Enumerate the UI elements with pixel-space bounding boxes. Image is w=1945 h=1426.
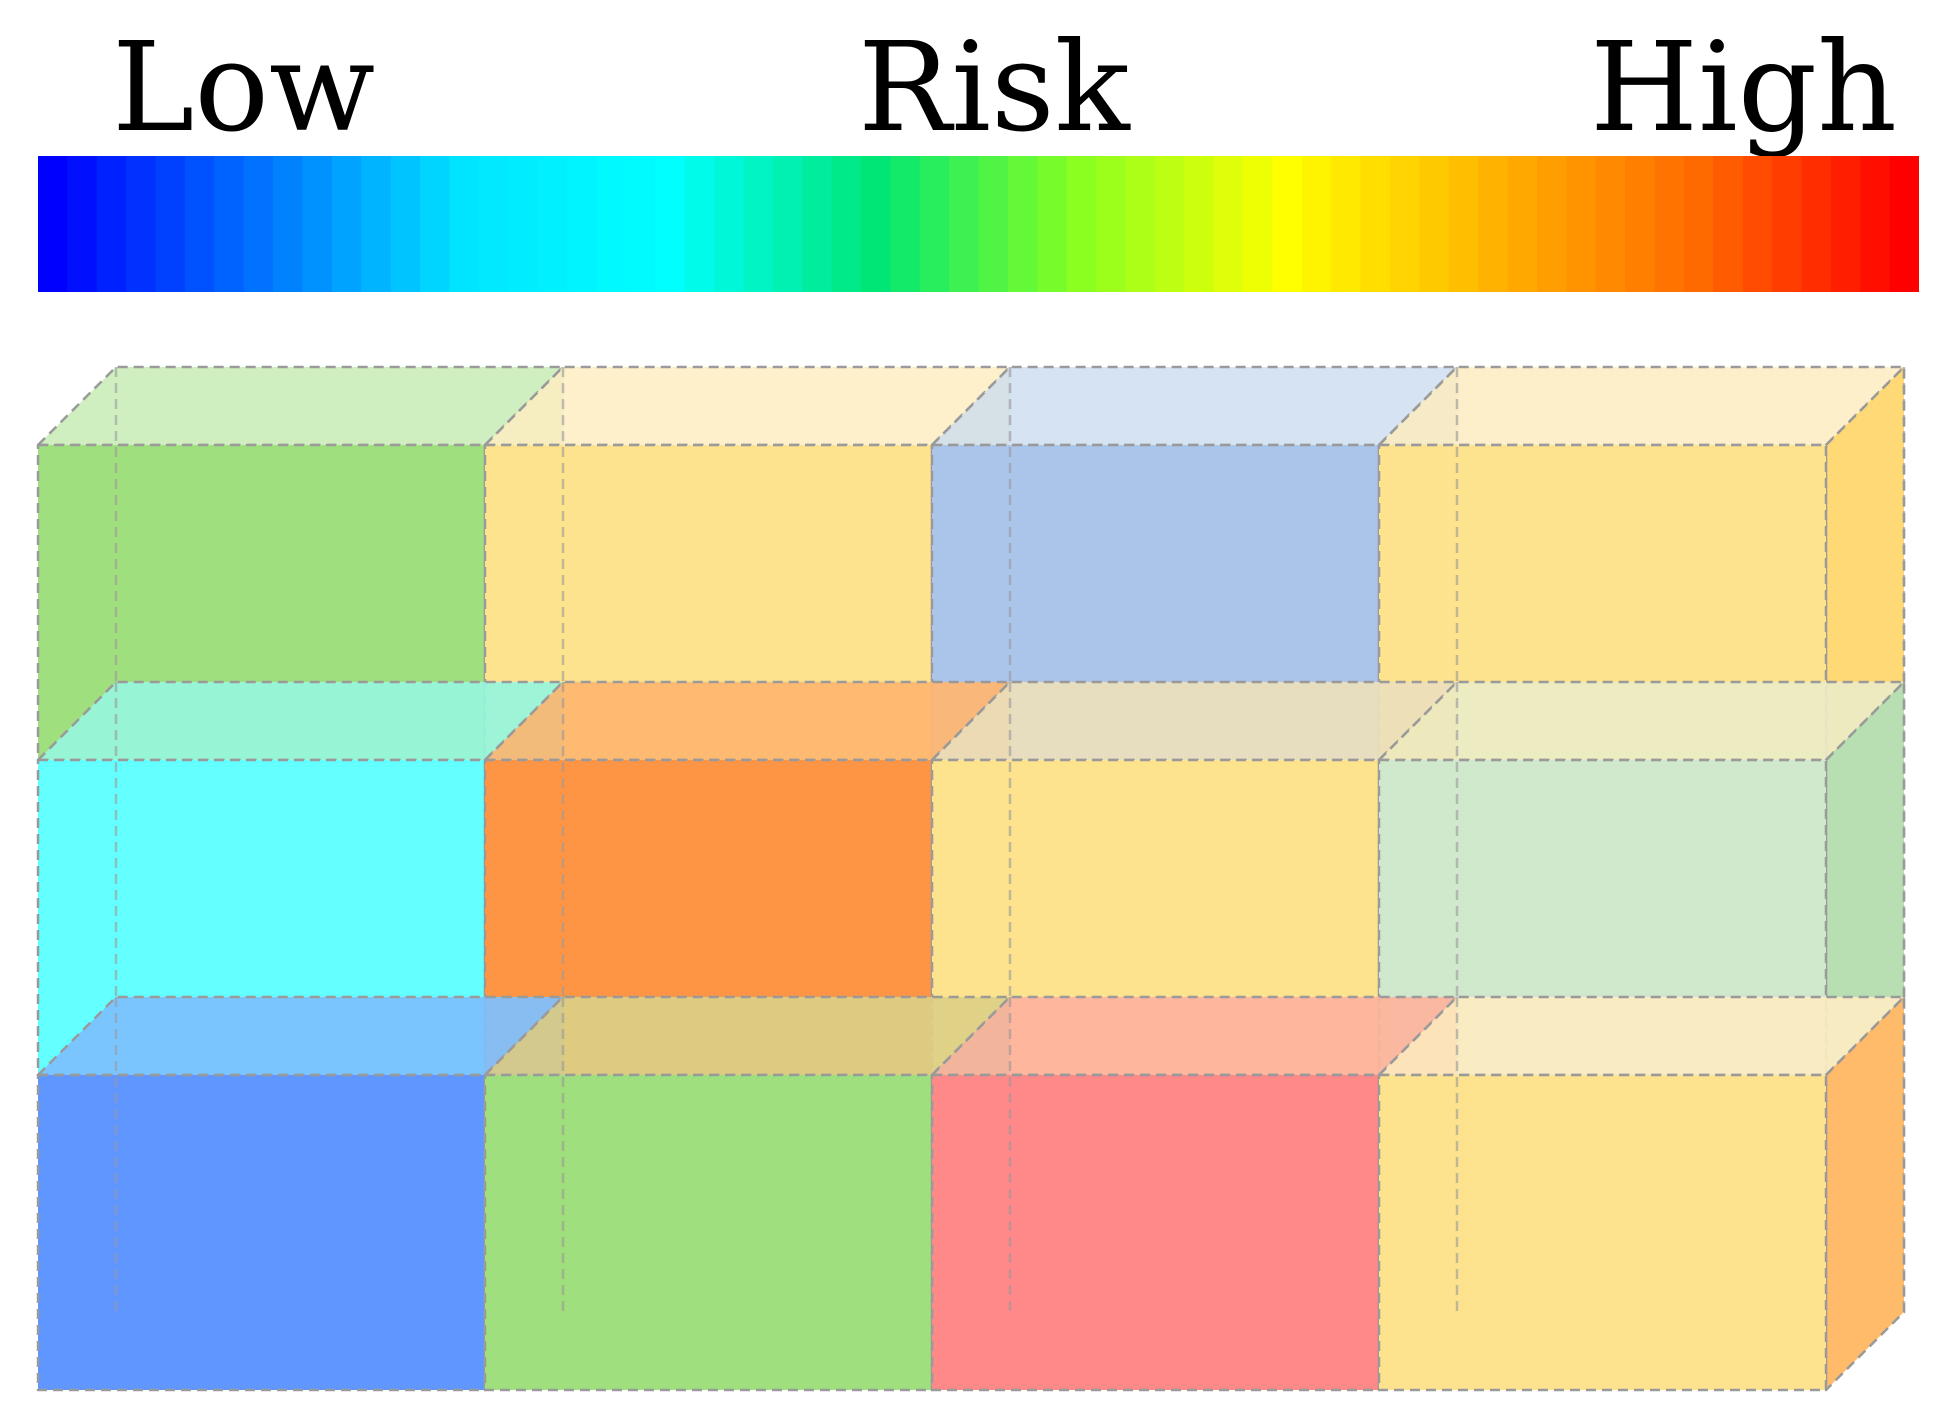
colorbar-band [802, 156, 833, 292]
colorbar-band [508, 156, 539, 292]
colorbar-band [978, 156, 1009, 292]
colorbar-band [420, 156, 451, 292]
colorbar-band [214, 156, 245, 292]
colorbar-band [1683, 156, 1715, 292]
colorbar-band [449, 156, 480, 292]
cube-front-face [36, 1073, 487, 1392]
colorbar-band [1742, 156, 1773, 292]
colorbar-band [1360, 156, 1391, 292]
colorbar-band [1066, 156, 1097, 292]
risk-low-label: Low [112, 16, 376, 160]
colorbar-band [478, 156, 510, 292]
risk-cube-r3-c4 [1377, 995, 1906, 1392]
cube-front-face [1377, 1073, 1828, 1392]
colorbar-band [596, 156, 627, 292]
colorbar-band [567, 156, 598, 292]
colorbar-band [1536, 156, 1568, 292]
colorbar-band [1007, 156, 1039, 292]
colorbar-band [1389, 156, 1421, 292]
colorbar-band [1801, 156, 1832, 292]
colorbar-band [1154, 156, 1186, 292]
cube-front-face [483, 1073, 934, 1392]
risk-colorbar [38, 156, 1919, 292]
colorbar-band [1419, 156, 1450, 292]
colorbar-band [1213, 156, 1244, 292]
colorbar-band [1331, 156, 1362, 292]
colorbar-band [625, 156, 656, 292]
colorbar-band [184, 156, 216, 292]
colorbar-band [1184, 156, 1215, 292]
colorbar-band [1478, 156, 1509, 292]
colorbar-band [273, 156, 304, 292]
colorbar-band [1830, 156, 1862, 292]
colorbar-band [1772, 156, 1803, 292]
colorbar-band [38, 156, 69, 292]
colorbar-band [126, 156, 157, 292]
colorbar-band [331, 156, 363, 292]
risk-title-label: Risk [858, 16, 1130, 160]
colorbar-band [390, 156, 421, 292]
colorbar-band [684, 156, 715, 292]
colorbar-band [1654, 156, 1685, 292]
colorbar-band [1625, 156, 1656, 292]
colorbar-band [96, 156, 127, 292]
colorbar-band [831, 156, 862, 292]
colorbar-band [713, 156, 745, 292]
colorbar-band [655, 156, 686, 292]
colorbar-band [1889, 156, 1919, 292]
colorbar-band [772, 156, 803, 292]
colorbar-band [860, 156, 892, 292]
colorbar-band [949, 156, 980, 292]
colorbar-band [1713, 156, 1744, 292]
colorbar-band [1096, 156, 1127, 292]
risk-high-label: High [1590, 16, 1898, 160]
colorbar-band [155, 156, 186, 292]
colorbar-band [302, 156, 333, 292]
colorbar-band [1037, 156, 1068, 292]
colorbar-band [1125, 156, 1156, 292]
colorbar-band [243, 156, 274, 292]
colorbar-band [537, 156, 568, 292]
colorbar-band [1566, 156, 1597, 292]
cube-front-face [930, 1073, 1381, 1392]
colorbar-band [1507, 156, 1538, 292]
colorbar-band [1272, 156, 1303, 292]
colorbar-band [1595, 156, 1626, 292]
colorbar-band [67, 156, 98, 292]
colorbar-band [890, 156, 921, 292]
colorbar-band [919, 156, 950, 292]
colorbar-band [361, 156, 392, 292]
colorbar-band [1301, 156, 1332, 292]
colorbar-band [743, 156, 774, 292]
colorbar-band [1243, 156, 1274, 292]
colorbar-band [1860, 156, 1891, 292]
colorbar-band [1448, 156, 1479, 292]
